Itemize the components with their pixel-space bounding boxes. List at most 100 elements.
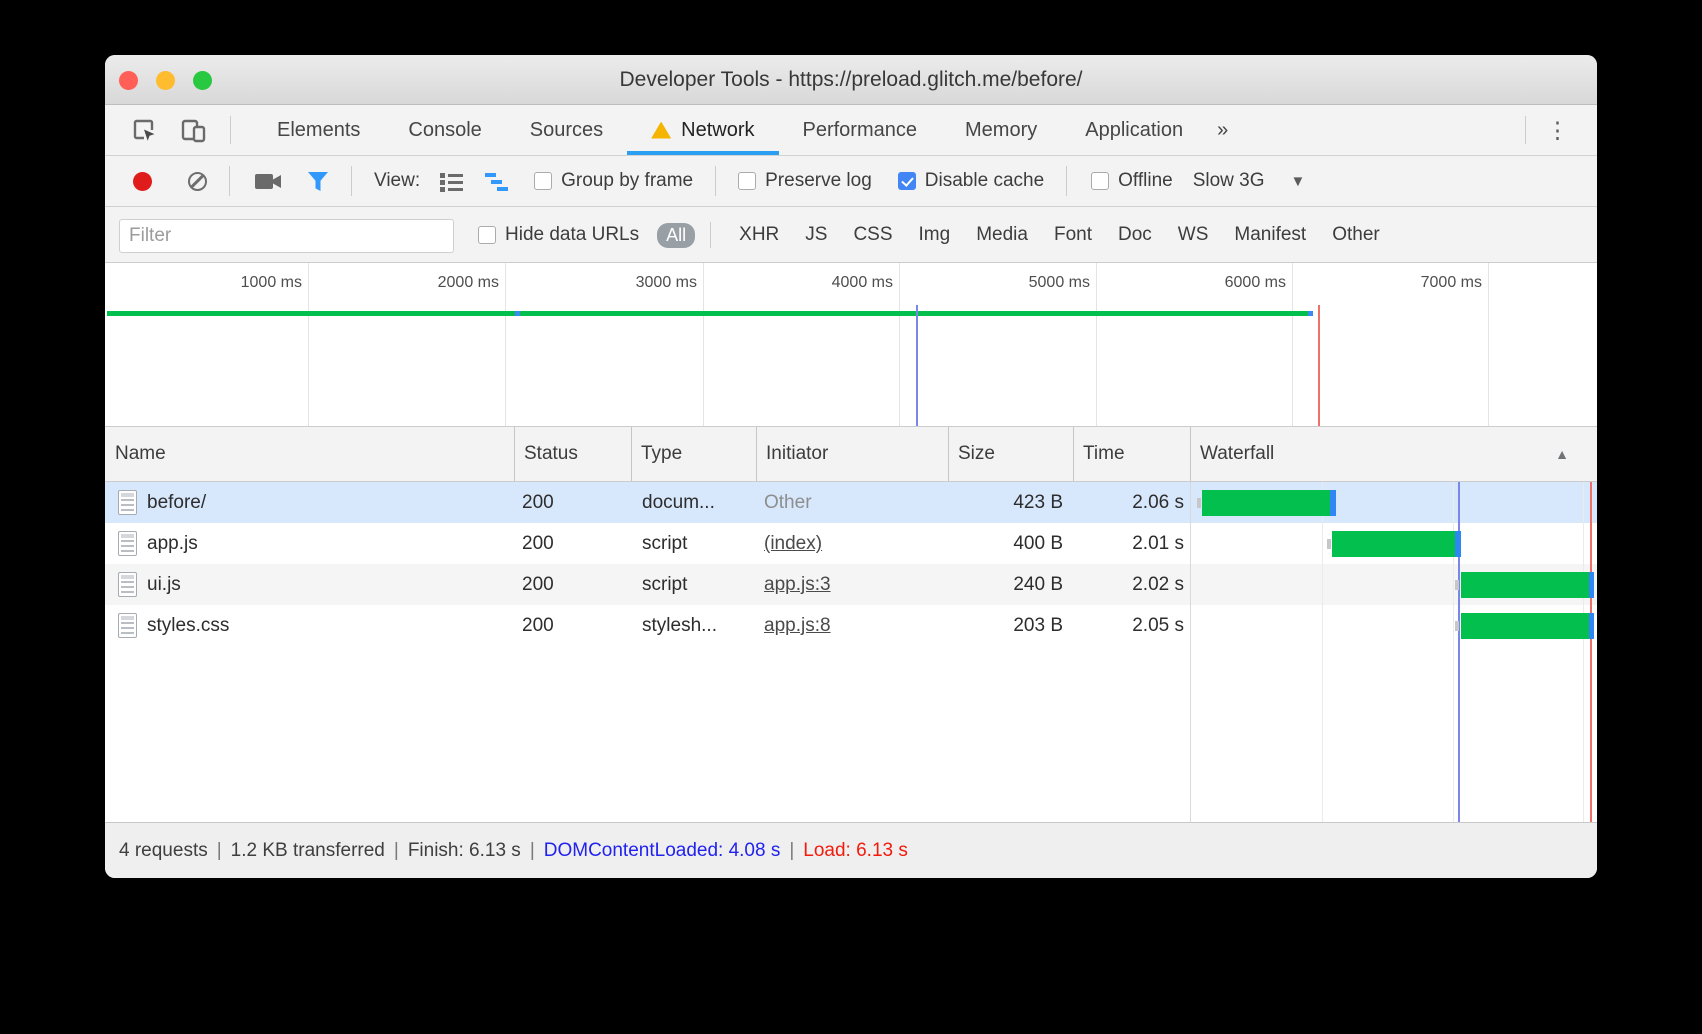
table-row[interactable]: app.js 200 script (index) 400 B 2.01 s — [105, 523, 1597, 564]
inspect-element-icon[interactable] — [131, 117, 158, 144]
waterfall-bar[interactable] — [1461, 572, 1589, 598]
filter-all-pill[interactable]: All — [657, 222, 696, 248]
cell-initiator[interactable]: app.js:8 — [764, 615, 831, 636]
hide-data-urls-checkbox[interactable] — [478, 226, 496, 244]
table-row[interactable]: before/200 docum... Other 423 B 2.06 s — [105, 482, 1597, 523]
cell-name: before/ — [147, 492, 207, 513]
filter-type-ws[interactable]: WS — [1177, 224, 1209, 245]
large-request-rows-icon[interactable] — [440, 171, 464, 192]
filter-type-js[interactable]: JS — [805, 224, 828, 245]
tab-label: Elements — [277, 119, 361, 141]
timeline-gridline — [703, 263, 704, 426]
column-divider[interactable] — [1190, 427, 1191, 481]
requests-table-body: before/200 docum... Other 423 B 2.06 s app.js… — [105, 482, 1597, 822]
close-window-button[interactable] — [119, 70, 138, 90]
waterfall-bar[interactable] — [1202, 490, 1330, 516]
more-options-icon[interactable]: ⋮ — [1546, 117, 1569, 143]
cell-initiator[interactable]: app.js:3 — [764, 574, 831, 595]
cell-time: 2.02 s — [1132, 574, 1184, 595]
column-divider[interactable] — [631, 427, 632, 481]
tab-label: Console — [408, 119, 482, 141]
waterfall-queue-tick — [1455, 580, 1459, 590]
clear-network-log-icon[interactable] — [188, 171, 207, 191]
tabbar-divider — [230, 116, 231, 144]
column-header-status[interactable]: Status — [524, 443, 578, 464]
column-divider[interactable] — [756, 427, 757, 481]
group-by-frame-checkbox[interactable] — [534, 172, 553, 190]
filter-type-other[interactable]: Other — [1332, 224, 1380, 245]
waterfall-bar[interactable] — [1332, 531, 1455, 557]
table-row[interactable]: ui.js 200 script app.js:3 240 B 2.02 s — [105, 564, 1597, 605]
column-header-type[interactable]: Type — [641, 443, 683, 464]
tab-console[interactable]: Console — [384, 105, 505, 155]
cell-status: 200 — [522, 574, 554, 595]
cell-time: 2.06 s — [1132, 492, 1184, 513]
summary-domcontentloaded: DOMContentLoaded: 4.08 s — [543, 839, 781, 861]
filter-toggle-icon[interactable] — [307, 171, 329, 192]
summary-separator: | — [216, 839, 222, 861]
waterfall-bar-download-cap — [1589, 572, 1594, 598]
device-toolbar-icon[interactable] — [180, 117, 208, 144]
column-header-waterfall[interactable]: Waterfall — [1200, 443, 1275, 464]
overview-domcontentloaded-line — [916, 305, 918, 426]
preserve-log-label: Preserve log — [765, 170, 872, 191]
timeline-gridline — [308, 263, 309, 426]
offline-checkbox[interactable] — [1091, 172, 1110, 190]
cell-initiator[interactable]: (index) — [764, 533, 823, 554]
summary-separator: | — [393, 839, 399, 861]
network-overview-timeline[interactable]: 1000 ms 2000 ms 3000 ms 4000 ms 5000 ms 6000 … — [105, 263, 1597, 426]
screenshot-capture-icon[interactable] — [254, 171, 283, 192]
cell-size: 423 B — [1013, 492, 1063, 513]
summary-stat: 4 requests — [119, 839, 208, 861]
preserve-log-checkbox[interactable] — [738, 172, 757, 190]
timeline-gridline — [505, 263, 506, 426]
column-divider[interactable] — [514, 427, 515, 481]
column-divider[interactable] — [948, 427, 949, 481]
tab-application[interactable]: Application — [1061, 105, 1207, 155]
column-header-size[interactable]: Size — [958, 443, 995, 464]
column-header-initiator[interactable]: Initiator — [766, 443, 829, 464]
column-divider[interactable] — [1073, 427, 1074, 481]
cell-size: 240 B — [1013, 574, 1063, 595]
cell-type: docum... — [642, 492, 715, 513]
tab-label: Application — [1085, 119, 1184, 141]
more-tabs-icon[interactable]: » — [1217, 119, 1229, 141]
timeline-tick-label: 4000 ms — [831, 274, 893, 291]
tab-network[interactable]: Network — [627, 105, 779, 155]
minimize-window-button[interactable] — [156, 70, 175, 90]
timeline-tick-label: 5000 ms — [1028, 274, 1090, 291]
document-icon — [118, 613, 137, 638]
tab-elements[interactable]: Elements — [253, 105, 384, 155]
tab-sources[interactable]: Sources — [506, 105, 627, 155]
waterfall-queue-tick — [1327, 539, 1331, 549]
throttling-select[interactable]: Slow 3G — [1192, 170, 1265, 191]
record-network-log-button[interactable] — [133, 171, 152, 191]
tab-label: Performance — [802, 119, 918, 141]
cell-type: stylesh... — [642, 615, 717, 636]
timeline-gridline — [1292, 263, 1293, 426]
show-overview-icon[interactable] — [485, 171, 509, 192]
tab-memory[interactable]: Memory — [941, 105, 1061, 155]
disable-cache-checkbox[interactable] — [897, 172, 916, 190]
filter-type-doc[interactable]: Doc — [1118, 224, 1152, 245]
waterfall-bar[interactable] — [1461, 613, 1589, 639]
sort-ascending-icon[interactable]: ▲ — [1555, 446, 1569, 462]
devtools-tab-bar: Elements Console Sources Network Performance… — [105, 105, 1597, 156]
filter-type-css[interactable]: CSS — [853, 224, 893, 245]
filter-type-manifest[interactable]: Manifest — [1234, 224, 1307, 245]
filter-type-font[interactable]: Font — [1053, 224, 1092, 245]
filter-input[interactable] — [119, 219, 454, 253]
zoom-window-button[interactable] — [193, 70, 212, 90]
timeline-gridline — [1096, 263, 1097, 426]
waterfall-queue-tick — [1197, 498, 1201, 508]
throttling-caret-icon[interactable]: ▼ — [1290, 172, 1306, 190]
filter-type-xhr[interactable]: XHR — [739, 224, 780, 245]
column-header-time[interactable]: Time — [1083, 443, 1125, 464]
table-row[interactable]: styles.css 200 stylesh... app.js:8 203 B 2.05… — [105, 605, 1597, 646]
summary-load: Load: 6.13 s — [803, 839, 908, 861]
filter-type-media[interactable]: Media — [976, 224, 1028, 245]
column-header-name[interactable]: Name — [115, 443, 166, 464]
network-summary-bar: 4 requests | 1.2 KB transferred | Finish: 6.… — [105, 822, 1597, 878]
tab-performance[interactable]: Performance — [779, 105, 942, 155]
filter-type-img[interactable]: Img — [918, 224, 951, 245]
